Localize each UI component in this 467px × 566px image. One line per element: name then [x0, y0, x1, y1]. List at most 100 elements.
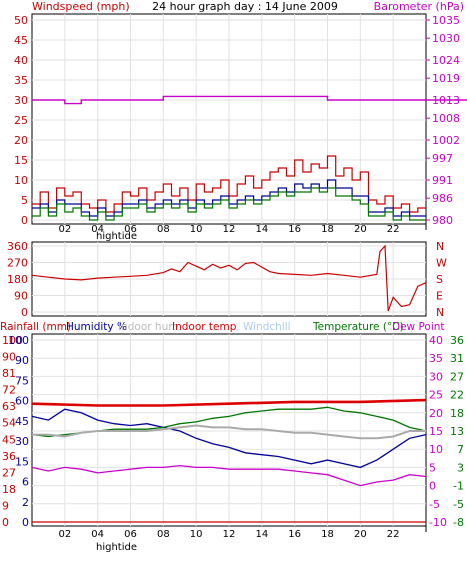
windspeed-tick-label: 50 [14, 14, 28, 27]
barometer-axis: 980 986 991 997 1002 1008 1013 1019 1024 1030 1035 [426, 14, 460, 227]
windspeed-tick-label: 25 [14, 114, 28, 127]
temperature-x-axis: 02 04 06 08 10 12 14 16 18 20 22 [58, 526, 427, 540]
rain-tick-label: 63 [2, 400, 16, 413]
rain-tick-label: 45 [2, 433, 16, 446]
windspeed-tick-label: 40 [14, 54, 28, 67]
direction-degrees-axis: 0 90 180 270 360 [7, 240, 28, 319]
humidity-tick-label: 90 [15, 354, 29, 367]
humidity-tick-label: 100 [8, 334, 29, 347]
barometer-tick-label: 991 [432, 174, 453, 187]
temp-outer-tick-label: 18 [450, 407, 464, 420]
barometer-tick-label: 1008 [432, 112, 460, 125]
x-tick-label: 06 [124, 224, 137, 235]
rain-tick-label: 100 [2, 334, 23, 347]
compass-label: N [436, 240, 444, 253]
temp-inner-tick-label: 40 [429, 334, 443, 347]
windspeed-tick-label: 5 [21, 194, 28, 207]
wind-x-axis: 02 04 06 08 10 12 14 16 18 20 22 [58, 224, 427, 235]
barometer-axis-title: Barometer (hPa) [374, 0, 464, 13]
direction-tick-label: 90 [14, 290, 28, 303]
humidity-tick-label: 75 [15, 374, 29, 387]
barometer-series-line [32, 95, 467, 105]
temp-outer-tick-label: 22 [450, 389, 464, 402]
windspeed-axis-title: Windspeed (mph) [32, 0, 130, 13]
x-tick-label: 14 [255, 224, 268, 235]
rainfall-axis-title: Rainfall (mm) [0, 321, 71, 333]
temp-outer-tick-label: 3 [457, 461, 464, 474]
barometer-tick-label: 1024 [432, 54, 460, 67]
temp-inner-tick-label: 30 [429, 370, 443, 383]
humidity-tick-label: 15 [15, 455, 29, 468]
barometer-tick-label: 1013 [432, 94, 460, 107]
x-tick-label: 02 [58, 224, 71, 235]
x-tick-label: 12 [223, 224, 236, 235]
temp-outer-tick-label: -1 [453, 480, 464, 493]
humidity-series-line [31, 408, 427, 469]
windspeed-tick-label: 20 [14, 134, 28, 147]
rain-tick-label: 27 [2, 466, 16, 479]
temp-outer-tick-label: 31 [450, 352, 464, 365]
humidity-tick-label: 45 [15, 415, 29, 428]
direction-tick-label: 0 [21, 306, 28, 319]
x-tick-label: 20 [354, 224, 367, 235]
barometer-tick-label: 986 [432, 192, 453, 205]
barometer-tick-label: 980 [432, 214, 453, 227]
direction-grid [32, 242, 426, 316]
x-tick-label: 22 [387, 224, 400, 235]
x-tick-label: 02 [58, 529, 71, 540]
temp-outer-tick-label: 36 [450, 334, 464, 347]
windspeed-tick-label: 35 [14, 74, 28, 87]
windspeed-tick-label: 45 [14, 34, 28, 47]
x-tick-label: 16 [288, 224, 301, 235]
x-tick-label: 12 [223, 529, 236, 540]
hightide-marker-label-bottom: hightide [96, 542, 137, 553]
direction-series [31, 244, 427, 312]
temp-inner-tick-label: 15 [429, 425, 443, 438]
windspeed-tick-label: 30 [14, 94, 28, 107]
barometer-tick-label: 1019 [432, 72, 460, 85]
barometer-tick-label: 997 [432, 152, 453, 165]
temp-outer-tick-label: 13 [450, 425, 464, 438]
indoor-temp-legend: Indoor temp [172, 321, 237, 333]
dewpoint-series-line [31, 464, 427, 487]
humidity-tick-label: 2 [22, 496, 29, 509]
rain-tick-label: 54 [2, 417, 16, 430]
rain-tick-label: 9 [2, 499, 9, 512]
hightide-marker-label: hightide [96, 231, 137, 242]
x-tick-label: 04 [91, 529, 104, 540]
direction-tick-label: 270 [7, 257, 28, 270]
barometer-tick-label: 1030 [432, 32, 460, 45]
temp-outer-tick-label: -8 [453, 516, 464, 529]
humidity-tick-label: 60 [15, 395, 29, 408]
wind-series [32, 95, 467, 221]
barometer-tick-label: 1002 [432, 134, 460, 147]
x-tick-label: 04 [91, 224, 104, 235]
compass-label: N [436, 306, 444, 319]
average-series-line [32, 179, 426, 217]
humidity-tick-label: 0 [22, 516, 29, 529]
compass-label: E [436, 290, 443, 303]
x-tick-label: 14 [255, 529, 268, 540]
rain-tick-label: 18 [2, 483, 16, 496]
gust-series-line [32, 155, 426, 213]
x-tick-label: 08 [157, 529, 170, 540]
dewpoint-axis-title: Dew Point [392, 321, 445, 333]
x-tick-label: 06 [124, 529, 137, 540]
x-tick-label: 22 [387, 529, 400, 540]
compass-label: S [436, 273, 443, 286]
x-tick-label: 18 [321, 529, 334, 540]
temperature-axis-title: Temperature (°C) [312, 321, 404, 333]
temp-inner-tick-label: 20 [429, 407, 443, 420]
compass-label: W [436, 257, 447, 270]
temp-outer-tick-label: -5 [453, 498, 464, 511]
indoor-humidity-legend: Indoor hum [118, 321, 178, 333]
windspeed-axis: 0 5 10 15 20 25 30 35 40 45 50 [14, 14, 28, 227]
temp-inner-tick-label: 35 [429, 352, 443, 365]
rain-tick-label: 72 [2, 384, 16, 397]
windspeed-tick-label: 10 [14, 174, 28, 187]
indoor_temp-series-line [31, 398, 427, 407]
x-tick-label: 16 [288, 529, 301, 540]
